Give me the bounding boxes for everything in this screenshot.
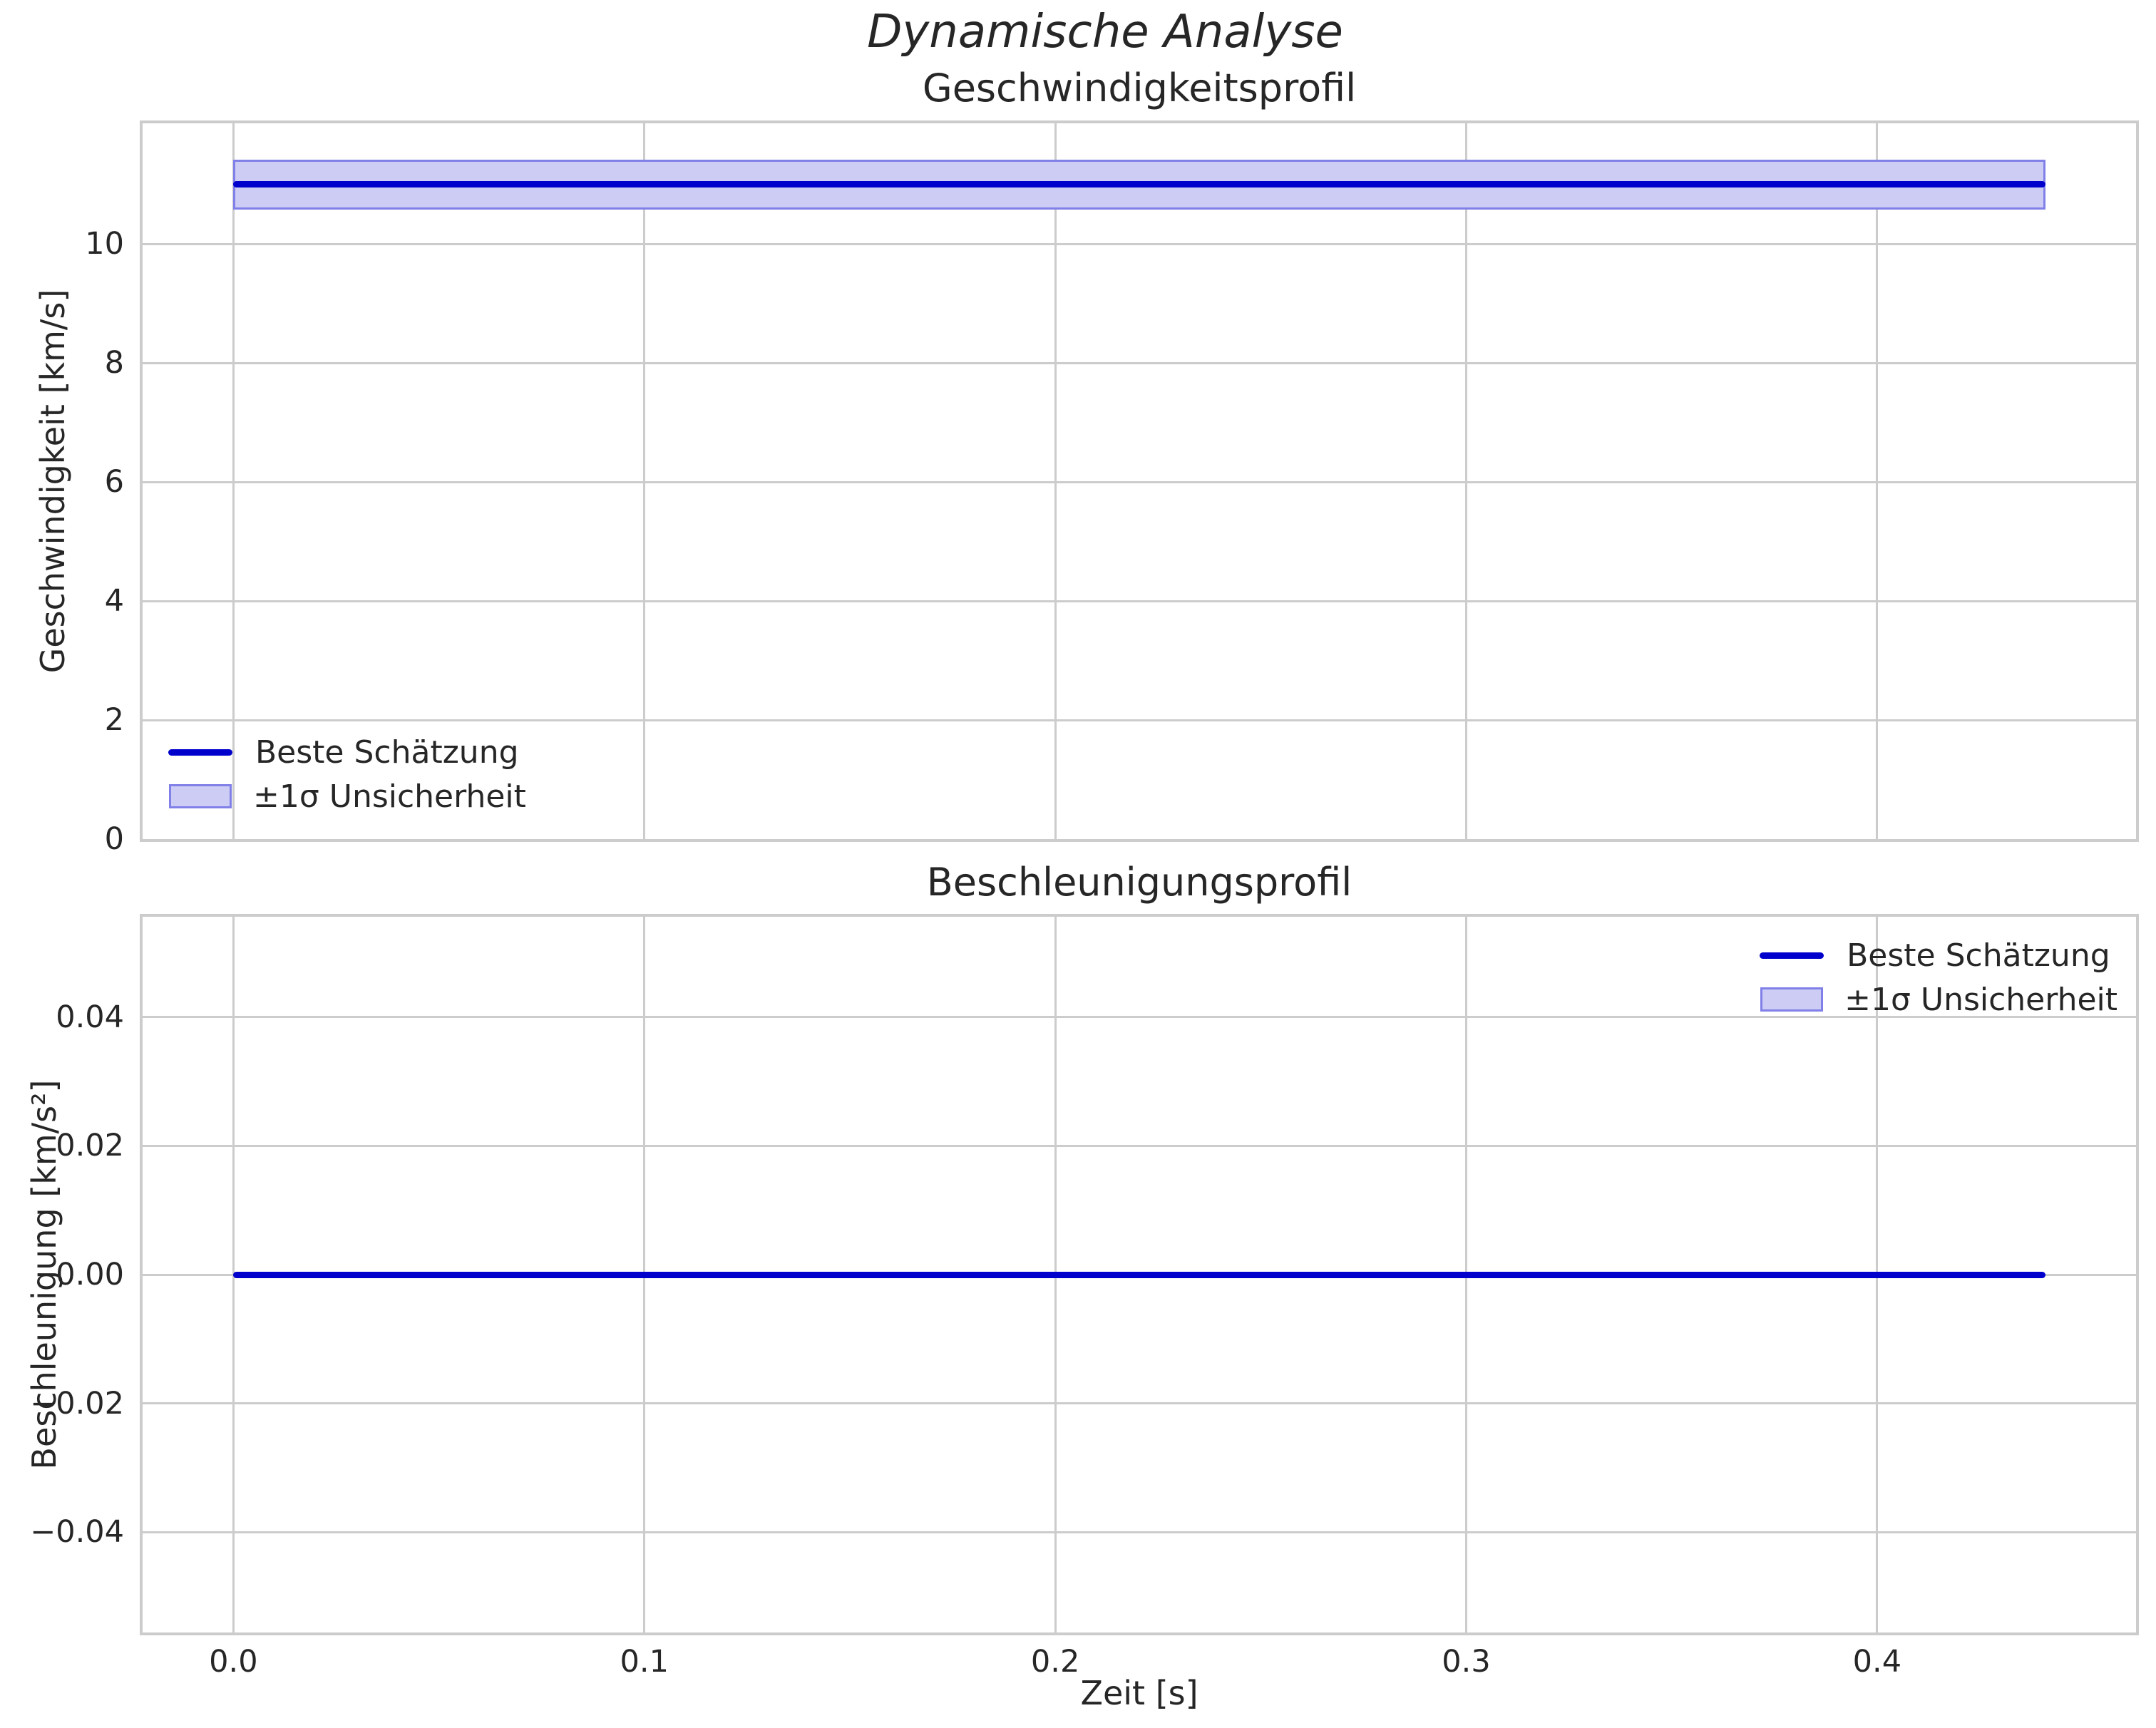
acceleration-data-layer [143, 917, 2136, 1632]
best-estimate-line [233, 1271, 2046, 1278]
y-tick-label: 4 [104, 583, 124, 619]
y-gridline [143, 1531, 2136, 1533]
legend-row-uncertainty: ±1σ Unsicherheit [1757, 981, 2118, 1018]
legend-row-uncertainty: ±1σ Unsicherheit [165, 778, 526, 815]
y-gridline [143, 719, 2136, 721]
velocity-ticks-layer: 0 2 4 6 8 10 [85, 123, 2136, 857]
velocity-y-axis-label: Geschwindigkeit [km/s] [34, 289, 72, 674]
y-gridline [143, 1144, 2136, 1147]
velocity-data-layer [143, 123, 2136, 839]
legend-label-best-estimate: Beste Schätzung [1847, 937, 2110, 974]
velocity-axes: 0 2 4 6 8 10 Beste Schätzung ±1σ Unsicherheit [85, 120, 2139, 857]
figure-title: Dynamische Analyse [867, 6, 1343, 58]
y-tick-label: 8 [104, 345, 124, 381]
legend-label-uncertainty: ±1σ Unsicherheit [253, 778, 526, 815]
legend-row-best-estimate: Beste Schätzung [1757, 937, 2118, 974]
x-tick-label: 0.1 [620, 1644, 669, 1680]
y-tick-label: −0.04 [30, 1514, 124, 1550]
y-tick-label: 0.00 [56, 1257, 124, 1292]
x-tick-label: 0.3 [1442, 1644, 1491, 1680]
y-gridline [143, 361, 2136, 364]
acceleration-ticks-layer: 0.0 0.1 0.2 0.3 0.4 0.04 0.02 0.00 −0.02 −0.04 [30, 917, 2136, 1680]
y-gridline [143, 600, 2136, 602]
y-tick-label: 0.04 [56, 999, 124, 1035]
velocity-legend: Beste Schätzung ±1σ Unsicherheit [165, 734, 526, 815]
y-tick-label: 6 [104, 464, 124, 500]
y-gridline [143, 242, 2136, 245]
band-swatch-icon [1760, 987, 1824, 1012]
y-gridline [143, 480, 2136, 483]
x-tick-label: 0.2 [1030, 1644, 1080, 1680]
y-tick-label: 0 [104, 821, 124, 857]
band-swatch-icon [169, 784, 232, 808]
y-tick-label: 0.02 [56, 1128, 124, 1164]
legend-row-best-estimate: Beste Schätzung [165, 734, 526, 771]
y-gridline [143, 1402, 2136, 1405]
x-tick-label: 0.4 [1852, 1644, 1902, 1680]
velocity-grid-layer [143, 123, 2136, 839]
y-tick-label: 2 [104, 702, 124, 739]
x-axis-label: Zeit [s] [1080, 1674, 1198, 1712]
best-estimate-line [233, 181, 2046, 188]
acceleration-legend: Beste Schätzung ±1σ Unsicherheit [1757, 937, 2118, 1018]
y-tick-label: 10 [85, 226, 124, 262]
legend-label-best-estimate: Beste Schätzung [255, 734, 519, 771]
line-swatch-icon [168, 749, 232, 756]
acceleration-axes: 0.0 0.1 0.2 0.3 0.4 0.04 0.02 0.00 −0.02 −0.04 Be… [30, 914, 2139, 1680]
acceleration-plot-title: Beschleunigungsprofil [926, 860, 1352, 905]
line-swatch-icon [1760, 952, 1824, 959]
legend-label-uncertainty: ±1σ Unsicherheit [1844, 981, 2118, 1018]
x-tick-label: 0.0 [209, 1644, 258, 1680]
y-tick-label: −0.02 [30, 1385, 124, 1421]
velocity-plot-title: Geschwindigkeitsprofil [922, 66, 1357, 110]
y-gridline [143, 1016, 2136, 1019]
